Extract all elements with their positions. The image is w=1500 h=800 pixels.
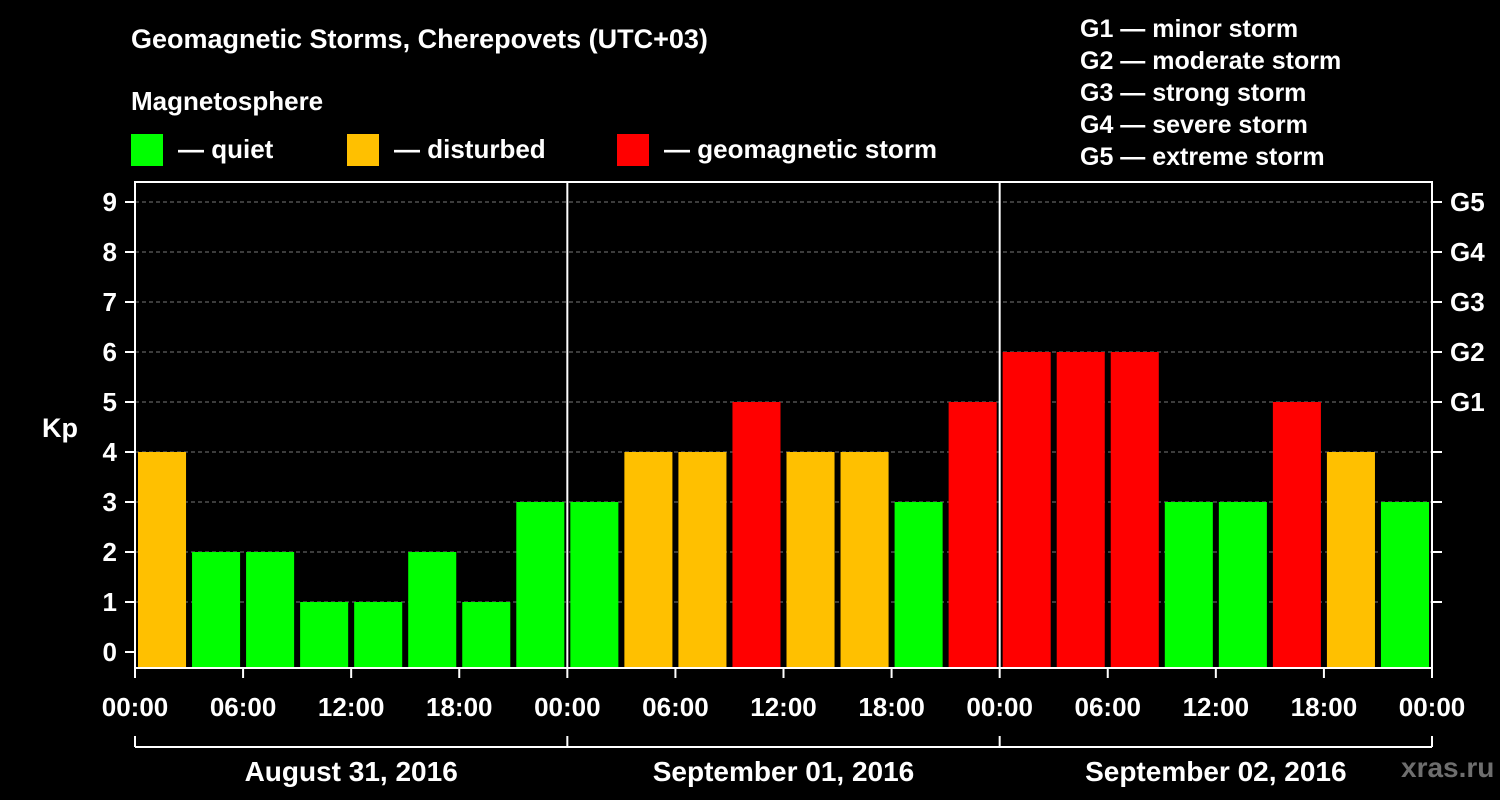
y-tick-label: 5: [103, 387, 117, 417]
y-tick-label: 0: [103, 637, 117, 667]
kp-bar: [192, 552, 241, 668]
x-tick-label: 06:00: [210, 692, 277, 722]
y-tick-label: 4: [103, 437, 118, 467]
x-tick-label: 12:00: [318, 692, 385, 722]
g-legend-g3: G3 — strong storm: [1080, 79, 1307, 107]
kp-bar: [624, 452, 673, 668]
kp-bar: [408, 552, 457, 668]
kp-bar: [894, 502, 943, 668]
legend-label-quiet: — quiet: [178, 134, 274, 164]
kp-bar: [1326, 452, 1375, 668]
legend-swatch-storm: [617, 134, 649, 166]
x-tick-label: 00:00: [102, 692, 169, 722]
y-tick-label: 7: [103, 287, 117, 317]
g-legend-g1: G1 — minor storm: [1080, 15, 1299, 43]
kp-bar: [462, 602, 511, 668]
day-label: August 31, 2016: [245, 756, 458, 787]
g-legend-g2: G2 — moderate storm: [1080, 47, 1342, 75]
x-tick-label: 06:00: [1075, 692, 1142, 722]
y-tick-label: 6: [103, 337, 117, 367]
g-legend-g4: G4 — severe storm: [1080, 111, 1308, 139]
y-axis-label: Kp: [42, 413, 78, 443]
kp-bar: [1110, 352, 1159, 668]
y-tick-label: 9: [103, 187, 117, 217]
kp-bar: [786, 452, 835, 668]
kp-bar: [1380, 502, 1429, 668]
g-level-label: G4: [1450, 237, 1485, 267]
kp-bar: [354, 602, 403, 668]
legend-swatch-quiet: [131, 134, 163, 166]
kp-bar: [1272, 402, 1321, 668]
x-tick-label: 00:00: [966, 692, 1033, 722]
x-tick-label: 18:00: [1291, 692, 1358, 722]
kp-bar: [840, 452, 889, 668]
kp-bar: [570, 502, 619, 668]
y-tick-label: 2: [103, 537, 117, 567]
day-label: September 01, 2016: [653, 756, 915, 787]
g-legend-g5: G5 — extreme storm: [1080, 143, 1325, 171]
kp-bar: [678, 452, 727, 668]
watermark: xras.ru: [1401, 752, 1495, 783]
y-tick-label: 1: [103, 587, 117, 617]
kp-bar: [1056, 352, 1105, 668]
x-tick-label: 00:00: [1399, 692, 1466, 722]
kp-bar: [948, 402, 997, 668]
x-tick-label: 12:00: [750, 692, 817, 722]
day-label: September 02, 2016: [1085, 756, 1347, 787]
x-tick-label: 00:00: [534, 692, 601, 722]
legend-label-disturbed: — disturbed: [394, 134, 546, 164]
kp-bar: [732, 402, 781, 668]
kp-bar: [1002, 352, 1051, 668]
y-tick-label: 8: [103, 237, 117, 267]
kp-bar: [1218, 502, 1267, 668]
kp-bar: [1164, 502, 1213, 668]
x-tick-label: 18:00: [858, 692, 925, 722]
kp-bar: [138, 452, 187, 668]
x-tick-label: 06:00: [642, 692, 709, 722]
legend-swatch-disturbed: [347, 134, 379, 166]
x-tick-label: 12:00: [1183, 692, 1250, 722]
g-level-label: G2: [1450, 337, 1485, 367]
legend-subtitle: Magnetosphere: [131, 86, 324, 116]
y-tick-label: 3: [103, 487, 117, 517]
g-level-label: G3: [1450, 287, 1485, 317]
legend-label-storm: — geomagnetic storm: [664, 134, 938, 164]
x-tick-label: 18:00: [426, 692, 493, 722]
g-level-label: G1: [1450, 387, 1485, 417]
kp-bar: [246, 552, 295, 668]
chart-title: Geomagnetic Storms, Cherepovets (UTC+03): [131, 24, 708, 54]
kp-bar: [300, 602, 349, 668]
g-level-label: G5: [1450, 187, 1485, 217]
kp-bar: [516, 502, 565, 668]
